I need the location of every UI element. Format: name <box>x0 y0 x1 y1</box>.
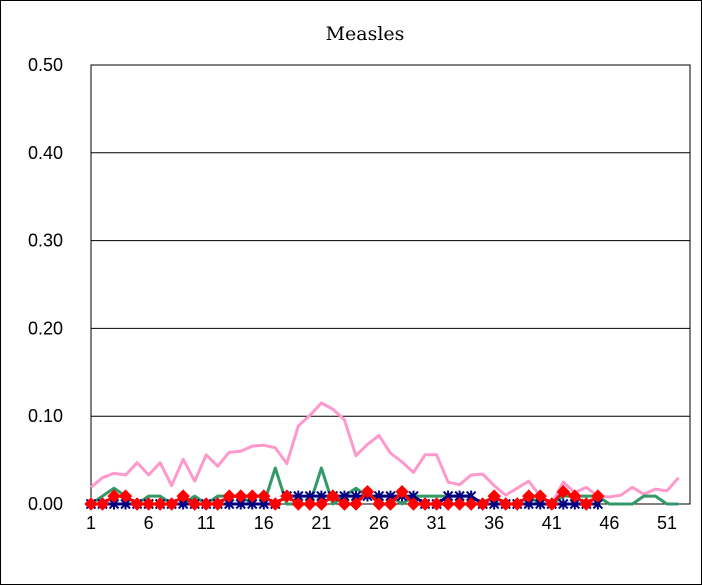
x-tick-label: 16 <box>254 513 274 533</box>
y-tick-label: 0.20 <box>28 318 63 338</box>
data-point <box>475 497 490 511</box>
y-tick-label: 0.10 <box>28 406 63 426</box>
x-tick-label: 46 <box>599 513 619 533</box>
data-point <box>498 497 513 511</box>
data-point <box>291 497 306 511</box>
data-point <box>406 497 421 511</box>
data-point <box>153 497 167 511</box>
x-tick-label: 36 <box>484 513 504 533</box>
data-point <box>556 485 570 499</box>
data-point <box>164 497 179 511</box>
y-axis: 0.00 0.10 0.20 0.30 0.40 0.50 <box>28 55 63 514</box>
data-point <box>326 489 340 503</box>
data-point <box>222 489 236 503</box>
x-tick-label: 51 <box>657 513 677 533</box>
y-tick-label: 0.50 <box>28 55 63 75</box>
x-tick-label: 1 <box>86 513 96 533</box>
data-point <box>464 497 478 511</box>
data-point <box>372 497 386 511</box>
data-point <box>268 497 283 511</box>
data-point <box>84 497 98 511</box>
data-point <box>234 489 248 503</box>
data-point <box>118 489 133 503</box>
data-point <box>591 489 605 503</box>
data-point <box>303 497 317 511</box>
data-point <box>522 489 536 503</box>
data-point <box>487 489 501 503</box>
data-point <box>441 497 455 511</box>
data-point <box>187 497 202 511</box>
data-point <box>429 497 444 511</box>
data-point <box>558 498 569 510</box>
data-point <box>568 489 582 503</box>
data-point <box>141 497 156 511</box>
data-point <box>107 489 121 503</box>
data-point <box>257 489 271 503</box>
plot-area <box>90 64 691 505</box>
data-point <box>395 485 409 499</box>
series-layer <box>84 401 680 511</box>
data-point <box>130 497 144 511</box>
data-point <box>314 497 329 511</box>
data-point <box>176 489 190 503</box>
x-tick-label: 41 <box>542 513 562 533</box>
data-point <box>383 497 398 511</box>
data-point <box>545 497 559 511</box>
data-point <box>349 497 363 511</box>
x-tick-label: 26 <box>369 513 389 533</box>
x-axis: 1 6 11 16 21 26 31 36 41 46 51 <box>86 513 677 533</box>
x-tick-label: 6 <box>144 513 154 533</box>
data-point <box>418 497 432 511</box>
data-point <box>280 489 294 503</box>
y-tick-label: 0.00 <box>28 494 63 514</box>
x-tick-label: 31 <box>427 513 447 533</box>
data-point <box>199 497 213 511</box>
series-4 <box>84 485 605 511</box>
data-point <box>579 497 594 511</box>
data-point <box>337 497 352 511</box>
data-point <box>533 489 547 503</box>
data-point <box>452 497 467 511</box>
grid-lines <box>91 152 690 417</box>
series-1 <box>90 401 680 506</box>
data-point <box>95 497 110 511</box>
y-tick-label: 0.30 <box>28 231 63 251</box>
data-point <box>510 497 524 511</box>
data-point <box>211 497 225 511</box>
chart-title: Measles <box>326 23 405 45</box>
x-tick-label: 11 <box>197 513 216 533</box>
x-tick-label: 21 <box>311 513 331 533</box>
data-point <box>245 489 259 503</box>
data-point <box>360 485 375 499</box>
y-tick-label: 0.40 <box>28 143 63 163</box>
series-line <box>90 401 680 506</box>
